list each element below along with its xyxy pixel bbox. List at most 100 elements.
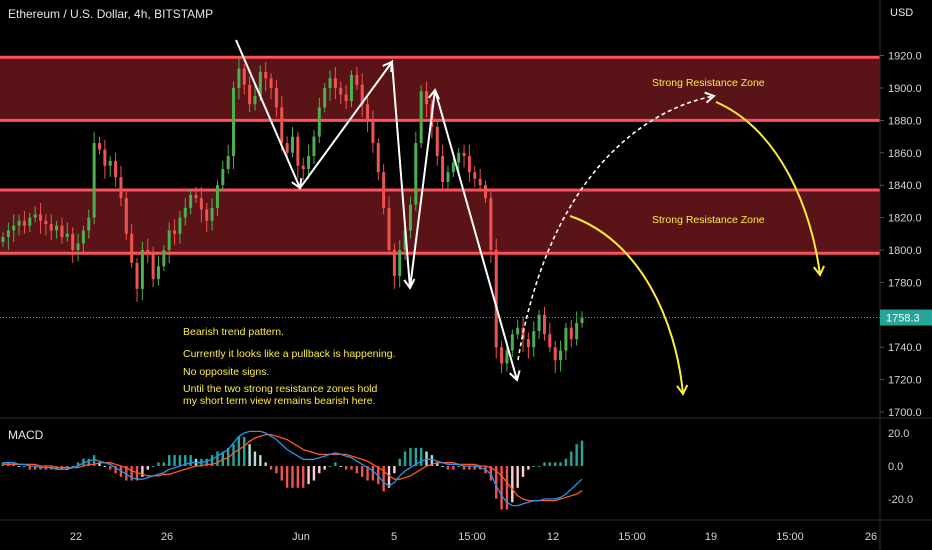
zigzag-arrowhead: [291, 177, 303, 190]
candle-body: [17, 220, 21, 226]
macd-histogram-bar: [162, 462, 166, 466]
candle-body: [87, 217, 91, 231]
candle-body: [274, 88, 278, 108]
candle-body: [398, 250, 402, 276]
candle-body: [280, 107, 284, 144]
annotation-note-3: No opposite signs.: [183, 366, 270, 378]
candle-body: [76, 243, 80, 250]
candle-body: [323, 88, 327, 108]
macd-histogram-bar: [248, 444, 251, 466]
macd-histogram-bar: [409, 447, 412, 466]
zigzag-arrowhead: [403, 278, 416, 290]
candle-body: [371, 120, 375, 144]
macd-histogram-bar: [462, 466, 466, 470]
time-tick-label: 15:00: [618, 531, 646, 543]
candle-body: [349, 75, 353, 101]
last-price-badge: [880, 309, 932, 326]
macd-histogram-bar: [350, 466, 353, 470]
candle-body: [537, 314, 541, 331]
candle-body: [510, 334, 514, 351]
macd-tick-label: 0.0: [888, 461, 903, 473]
candles: [1, 58, 584, 374]
macd-histogram-bar: [312, 466, 316, 481]
candle-body: [12, 225, 16, 231]
candle-body: [215, 185, 219, 208]
macd-histogram-bar: [403, 451, 407, 466]
macd-histogram-bar: [285, 466, 289, 488]
macd-histogram-bar: [564, 458, 568, 466]
macd-histogram-bar: [184, 455, 187, 466]
macd-histogram-bar: [23, 466, 26, 467]
macd-histogram-bar: [253, 451, 257, 466]
time-tick-label: 12: [547, 531, 559, 543]
candle-body: [44, 220, 48, 225]
macd-histogram-bar: [371, 466, 375, 481]
price-tick-label: 1840.0: [888, 180, 922, 192]
time-tick-label: Jun: [292, 531, 310, 543]
candle-body: [387, 207, 391, 250]
candle-body: [564, 327, 568, 351]
macd-histogram-bar: [505, 466, 509, 510]
candle-body: [360, 84, 364, 105]
candle-body: [60, 225, 64, 238]
candle-body: [505, 350, 509, 364]
candle-body: [253, 96, 257, 105]
macd-histogram-bar: [393, 466, 396, 474]
candle-body: [98, 143, 101, 150]
macd-histogram-bar: [323, 466, 326, 470]
macd-histogram-bar: [291, 466, 294, 488]
candle-body: [419, 91, 423, 144]
candle-body: [414, 143, 418, 205]
time-tick-label: 19: [705, 531, 717, 543]
projected-pullback-curve: [517, 95, 715, 361]
candle-body: [296, 136, 300, 166]
macd-histogram-bar: [414, 447, 418, 466]
last-price-label: 1758.3: [886, 313, 920, 325]
candle-body: [146, 250, 150, 254]
candle-body: [135, 262, 139, 289]
candle-body: [344, 94, 348, 101]
chart-title: Ethereum / U.S. Dollar, 4h, BITSTAMP: [8, 7, 214, 21]
candle-body: [435, 126, 439, 157]
macd-histogram-bar: [146, 466, 149, 470]
candle-body: [49, 224, 53, 231]
macd-histogram-bar: [398, 458, 401, 466]
macd-histogram-bar: [334, 462, 337, 466]
price-axis: 1700.01720.01740.01760.01780.01800.01820…: [880, 51, 932, 419]
macd-histogram-bar: [436, 462, 439, 466]
price-tick-label: 1800.0: [888, 245, 922, 257]
candle-body: [548, 334, 552, 348]
price-tick-label: 1780.0: [888, 277, 922, 289]
candle-body: [542, 314, 546, 335]
candle-body: [408, 204, 412, 231]
candle-body: [382, 172, 386, 208]
macd-histogram-bar: [419, 447, 423, 466]
macd-histogram-bar: [495, 466, 498, 499]
candle-body: [124, 198, 128, 234]
time-tick-label: 22: [70, 531, 82, 543]
macd-histogram-bar: [527, 466, 530, 470]
macd-histogram-bar: [500, 466, 503, 510]
candle-body: [183, 207, 187, 218]
candle-body: [92, 143, 96, 218]
macd-histogram-bar: [237, 436, 241, 466]
macd-histogram-bar: [33, 466, 37, 470]
candle-body: [307, 156, 311, 169]
macd-histogram-bar: [87, 458, 90, 466]
candle-body: [355, 75, 359, 85]
time-axis: 22 26 Jun 5 15:00 12 15:00 19 15:00 26: [70, 531, 877, 543]
candle-body: [366, 104, 370, 121]
price-tick-label: 1880.0: [888, 115, 922, 127]
macd-signal-line: [3, 433, 583, 502]
candle-body: [258, 71, 262, 97]
candle-body: [312, 136, 316, 157]
candle-body: [328, 78, 332, 88]
candle-body: [22, 220, 26, 226]
candle-body: [285, 143, 289, 153]
macd-histogram-bar: [548, 462, 552, 466]
macd-histogram-bar: [489, 466, 493, 481]
candle-body: [467, 156, 471, 173]
candle-body: [580, 317, 584, 323]
macd-histogram-bar: [339, 466, 342, 467]
